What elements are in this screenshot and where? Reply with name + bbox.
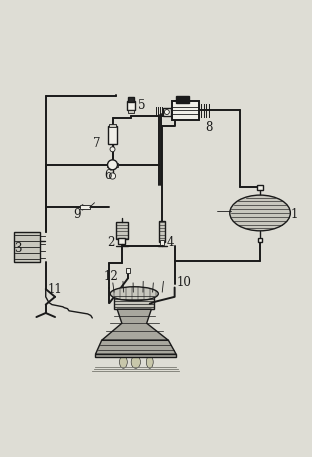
Bar [257,185,263,190]
Bar [116,222,128,239]
Text: 4: 4 [166,236,174,249]
Ellipse shape [146,356,153,368]
Polygon shape [95,340,176,354]
Text: 6: 6 [104,169,112,182]
Ellipse shape [119,356,127,368]
Text: 7: 7 [93,137,101,149]
Bar [160,239,164,245]
Bar [172,101,199,120]
Circle shape [110,147,115,152]
Bar [159,221,165,243]
Bar [107,163,119,167]
Circle shape [110,173,116,179]
Text: 8: 8 [205,121,212,134]
Bar [128,97,134,102]
Bar [114,294,154,309]
Bar [128,110,134,113]
Text: 2: 2 [107,236,115,249]
Circle shape [164,110,169,115]
Bar [119,238,125,244]
Bar [258,238,262,242]
Bar [127,101,135,110]
Bar [108,126,117,144]
Ellipse shape [131,356,140,368]
Bar [176,96,189,103]
Ellipse shape [230,195,290,231]
Bar [109,124,116,127]
Text: 11: 11 [48,282,62,296]
Bar [163,108,171,116]
Bar [126,268,130,273]
Ellipse shape [110,287,158,301]
Circle shape [108,160,118,170]
Bar [14,232,40,262]
Text: 10: 10 [177,276,191,289]
Text: 9: 9 [73,208,80,221]
Text: 5: 5 [138,99,146,112]
Text: 1: 1 [290,208,298,221]
Text: 12: 12 [104,270,118,283]
Bar [95,354,176,357]
Text: 3: 3 [14,242,22,255]
Polygon shape [102,309,168,340]
Bar [80,205,90,209]
